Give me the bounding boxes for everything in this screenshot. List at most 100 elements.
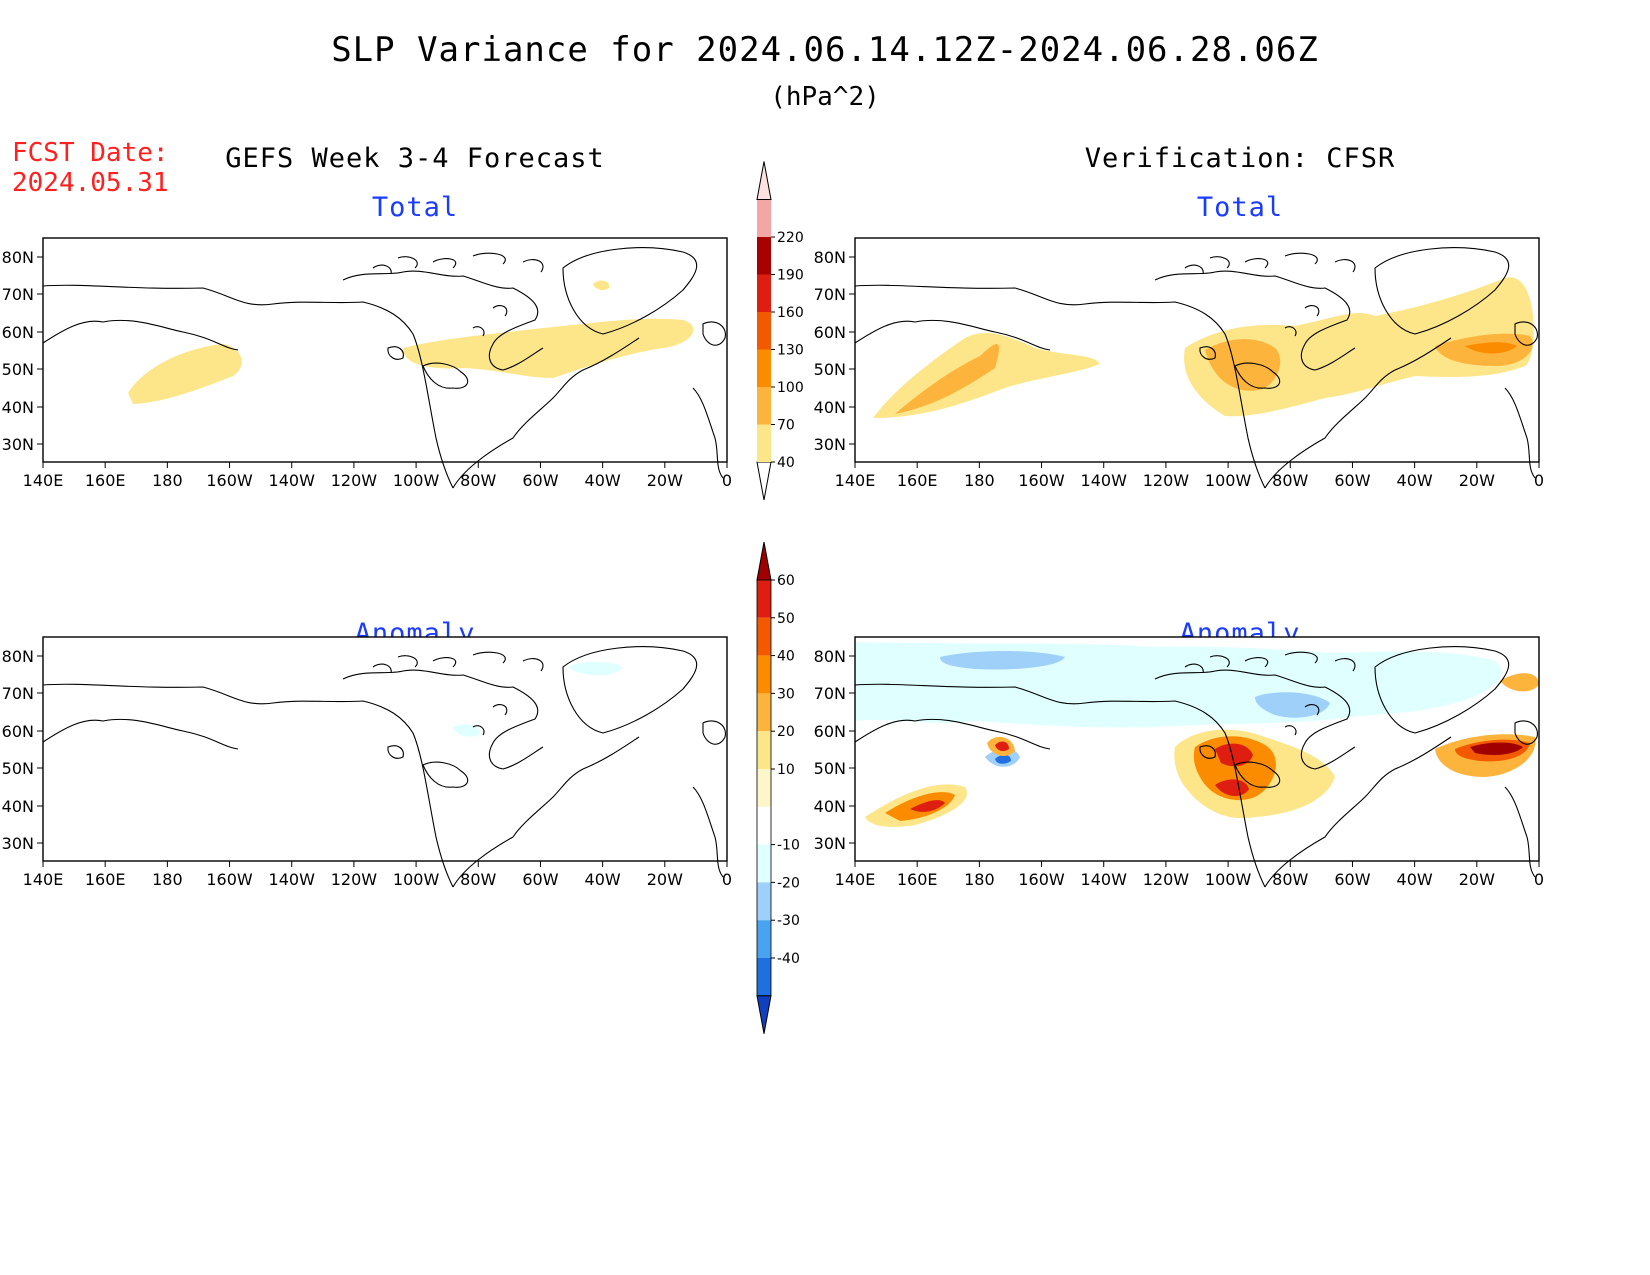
lat-tick-label: 60N [814,722,846,741]
lat-tick-label: 70N [2,285,34,304]
colorbar-tick-label: 30 [777,686,795,702]
map-panel-verification-total [854,238,1539,489]
colorbar-swatch [757,617,771,656]
colorbar-tick-label: -10 [777,838,800,854]
contour-fill [995,754,1011,764]
lon-tick-label: 160E [897,471,938,490]
contour-fill [1215,743,1253,767]
forecast-date-label: FCST Date: [12,138,169,168]
panel-frame [42,636,728,862]
map-panel-verification-anomaly [854,637,1539,888]
lon-tick-label: 160W [1018,471,1065,490]
lon-tick-label: 160E [897,870,938,889]
colorbar-tick-label: 160 [777,305,804,321]
lat-tick-label: 50N [814,759,846,778]
colorbar-swatch [757,920,771,958]
contour-fill [1205,339,1281,391]
lon-tick-label: 120W [331,471,378,490]
lon-tick-label: 80W [1272,870,1308,889]
contour-fill [910,800,945,812]
colorbar-tick-label: 60 [777,573,795,589]
lon-tick-label: 0 [1534,471,1544,490]
colorbar-tick-label: 220 [777,230,804,246]
contour-fill [1470,742,1523,755]
lon-tick-label: 40W [1397,471,1433,490]
colorbar-lower-triangle [756,995,772,1034]
lon-tick-label: 160E [85,471,126,490]
units-label: (hPa^2) [770,82,880,112]
lon-tick-label: 100W [1205,870,1252,889]
lat-tick-label: 70N [2,684,34,703]
colorbar-tick-label: 50 [777,611,795,627]
colorbar-swatch [757,844,771,883]
contour-fill [568,661,623,676]
lon-tick-label: 180 [964,471,995,490]
colorbar-swatch [757,731,771,769]
verification-heading: Verification: CFSR [1084,143,1396,174]
panel-frame [854,237,1540,463]
lon-tick-label: 180 [152,870,183,889]
lon-tick-label: 160W [206,471,253,490]
lon-tick-label: 100W [393,471,440,490]
lon-tick-label: 60W [1334,870,1370,889]
colorbar-swatch [757,199,771,237]
forecast-heading: GEFS Week 3-4 Forecast [225,143,605,174]
lat-tick-label: 30N [814,834,846,853]
lon-tick-label: 140W [269,870,316,889]
contour-fill [895,343,1000,414]
colorbar-tick-label: 10 [777,762,795,778]
colorbar-lower-triangle [756,461,772,501]
map-panel-forecast-total [42,238,727,489]
contour-fill [940,651,1065,670]
lon-tick-label: 20W [647,471,683,490]
colorbar-tick-label: -30 [777,913,800,929]
lon-tick-label: 180 [152,471,183,490]
lon-tick-label: 20W [647,870,683,889]
lat-tick-label: 40N [2,797,34,816]
contour-fill [1465,342,1517,354]
lon-tick-label: 140W [269,471,316,490]
lon-tick-label: 140E [23,471,64,490]
colorbar-swatch [757,349,771,387]
lon-tick-label: 160E [85,870,126,889]
colorbar-tick-label: 40 [777,455,795,471]
lat-tick-label: 60N [814,323,846,342]
colorbar-swatch [757,387,771,425]
colorbar-tick-label: -40 [777,951,800,967]
contour-fill [128,344,242,404]
lon-tick-label: 40W [1397,870,1433,889]
lon-tick-label: 20W [1459,471,1495,490]
lon-tick-label: 100W [1205,471,1252,490]
colorbar-upper-triangle [756,541,772,581]
colorbar-tick-label: 130 [777,343,804,359]
panel-title-forecast-total: Total [371,192,459,223]
map-panel-forecast-anomaly [42,637,727,888]
lat-tick-label: 50N [814,360,846,379]
colorbar-tick-label: 190 [777,268,804,284]
contour-fill [1255,692,1330,718]
lon-tick-label: 40W [585,471,621,490]
lon-tick-label: 80W [460,870,496,889]
contour-fill [1500,673,1539,692]
lat-tick-label: 30N [814,435,846,454]
panel-frame [42,237,728,463]
lon-tick-label: 60W [522,471,558,490]
lat-tick-label: 60N [2,722,34,741]
lat-tick-label: 60N [2,323,34,342]
lat-tick-label: 30N [2,435,34,454]
panel-frame [854,636,1540,862]
contour-fill [403,318,694,378]
lon-tick-label: 80W [1272,471,1308,490]
colorbar-swatch [757,312,771,350]
lat-tick-label: 50N [2,360,34,379]
colorbar-tick-label: -20 [777,875,800,891]
lon-tick-label: 60W [522,870,558,889]
lon-tick-label: 140E [835,870,876,889]
colorbar-total: 40 70 100 130 160 190 220 [756,161,804,501]
lat-tick-label: 80N [2,248,34,267]
colorbar-anomaly: 60 50 40 30 20 10 -10 -20 -30 -40 [756,541,800,1034]
lon-tick-label: 20W [1459,870,1495,889]
colorbar-swatch [757,806,771,845]
colorbar-swatch [757,237,771,275]
lon-tick-label: 0 [1534,870,1544,889]
